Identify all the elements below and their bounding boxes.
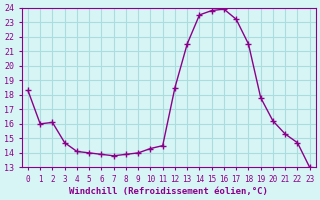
- X-axis label: Windchill (Refroidissement éolien,°C): Windchill (Refroidissement éolien,°C): [69, 187, 268, 196]
